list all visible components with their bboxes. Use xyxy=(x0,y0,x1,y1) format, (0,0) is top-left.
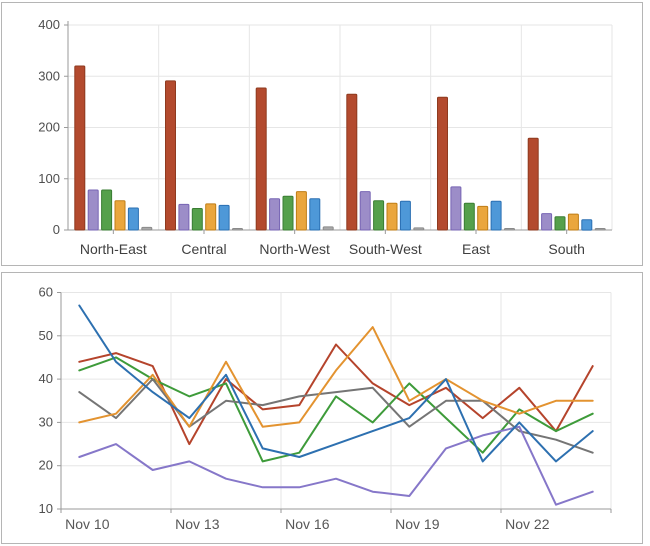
y-axis-tick-label: 50 xyxy=(39,328,53,343)
x-category-label: South-West xyxy=(349,241,422,257)
y-axis-tick-label: 200 xyxy=(38,120,60,135)
bar-red-series[interactable] xyxy=(437,96,448,231)
y-axis-tick-label: 300 xyxy=(38,68,60,83)
x-date-label: Nov 13 xyxy=(175,516,220,532)
bar-gray-series[interactable] xyxy=(413,227,425,231)
bar-orange-series[interactable] xyxy=(114,200,126,231)
bar-blue-series[interactable] xyxy=(127,207,139,231)
bar-green-series[interactable] xyxy=(101,189,113,231)
x-date-label: Nov 22 xyxy=(505,516,550,532)
bar-green-series[interactable] xyxy=(282,195,294,231)
x-category-label: Central xyxy=(181,241,226,257)
bar-green-series[interactable] xyxy=(191,208,203,231)
bar-gray-series[interactable] xyxy=(504,228,515,231)
x-category-label: North-East xyxy=(80,241,147,257)
bar-purple-series[interactable] xyxy=(450,186,462,231)
y-axis-tick-label: 400 xyxy=(38,17,60,32)
bar-blue-series[interactable] xyxy=(218,204,230,231)
bar-orange-series[interactable] xyxy=(386,202,398,231)
y-axis-tick-label: 0 xyxy=(53,222,60,237)
bar-chart-panel: 0 100 200 300 400 North-East Central North-West… xyxy=(1,2,643,266)
bar-purple-series[interactable] xyxy=(87,189,99,231)
bar-purple-series[interactable] xyxy=(178,203,190,231)
line-purple-series[interactable] xyxy=(78,425,594,506)
x-date-label: Nov 10 xyxy=(65,516,110,532)
line-blue-series[interactable] xyxy=(78,304,594,463)
bar-red-series[interactable] xyxy=(165,80,176,231)
bar-purple-series[interactable] xyxy=(269,198,281,231)
bar-green-series[interactable] xyxy=(373,200,385,231)
bar-green-series[interactable] xyxy=(554,216,566,231)
bar-green-series[interactable] xyxy=(463,202,475,231)
x-category-label: East xyxy=(462,241,490,257)
bar-orange-series[interactable] xyxy=(567,213,579,231)
bar-gray-series[interactable] xyxy=(594,228,606,231)
bar-orange-series[interactable] xyxy=(295,191,307,231)
bar-gray-series[interactable] xyxy=(322,226,334,231)
y-axis-tick-label: 60 xyxy=(39,285,53,300)
y-axis-tick-label: 10 xyxy=(39,501,53,516)
bar-red-series[interactable] xyxy=(74,65,86,231)
bar-blue-series[interactable] xyxy=(581,219,593,231)
bar-red-series[interactable] xyxy=(255,87,267,231)
line-orange-series[interactable] xyxy=(78,326,594,428)
x-date-label: Nov 16 xyxy=(285,516,330,532)
y-axis-tick-label: 40 xyxy=(39,371,53,386)
multi-series-line-chart: 10 20 30 40 50 60 Nov 10 Nov 13 Nov 16 Nov 19 Nov … xyxy=(39,285,612,532)
bar-blue-series[interactable] xyxy=(309,198,321,231)
line-chart-panel: 10 20 30 40 50 60 Nov 10 Nov 13 Nov 16 Nov 19 Nov … xyxy=(1,272,643,544)
x-date-label: Nov 19 xyxy=(395,516,440,532)
line-gray-series[interactable] xyxy=(78,378,594,454)
bar-gray-series[interactable] xyxy=(141,226,153,231)
y-axis-tick-label: 100 xyxy=(38,171,60,186)
bar-purple-series[interactable] xyxy=(541,213,553,231)
bar-red-series[interactable] xyxy=(527,137,539,231)
bar-red-series[interactable] xyxy=(346,93,358,231)
bar-orange-series[interactable] xyxy=(477,205,489,231)
line-green-series[interactable] xyxy=(78,356,594,463)
bar-blue-series[interactable] xyxy=(490,200,502,231)
y-axis-tick-label: 20 xyxy=(39,458,53,473)
x-category-label: North-West xyxy=(259,241,330,257)
grouped-bar-chart: 0 100 200 300 400 North-East Central North-West… xyxy=(38,17,613,257)
bar-orange-series[interactable] xyxy=(205,203,217,231)
bar-gray-series[interactable] xyxy=(232,228,243,231)
bar-blue-series[interactable] xyxy=(399,200,411,231)
bar-purple-series[interactable] xyxy=(359,191,371,231)
x-category-label: South xyxy=(548,241,585,257)
y-axis-tick-label: 30 xyxy=(39,414,53,429)
